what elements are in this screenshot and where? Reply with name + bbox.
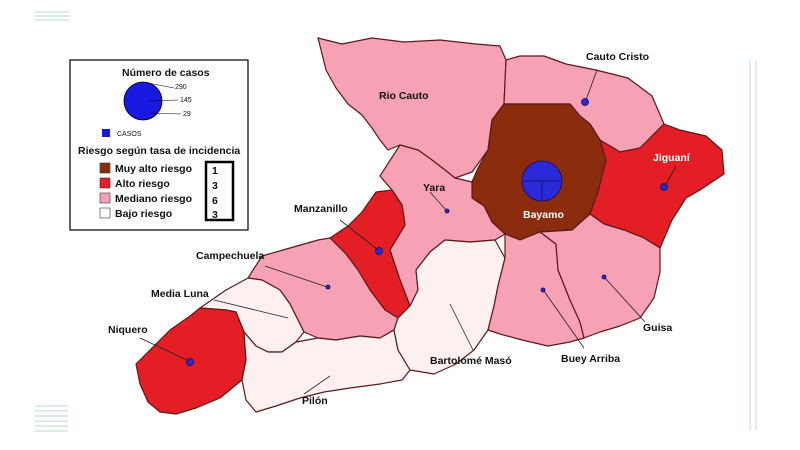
case-circles: [186, 98, 668, 366]
municipality-labels: Rio Cauto Cauto Cristo Jiguaní Bayamo Ya…: [108, 51, 691, 407]
legend: Número de casos 290 145 29 CASOS Riesgo …: [69, 59, 249, 231]
legend-class-count-2: 3: [212, 180, 218, 192]
label-bartolome-maso: Bartolomé Masó: [430, 355, 512, 367]
legend-class-label-3: Mediano riesgo: [115, 193, 192, 205]
label-manzanillo: Manzanillo: [294, 203, 348, 215]
legend-swatch-bajo: [99, 207, 111, 219]
label-pilon: Pilón: [302, 395, 328, 407]
municipality-guisa[interactable]: [539, 213, 661, 339]
label-niquero: Niquero: [108, 324, 148, 336]
jiguani-cases-dot[interactable]: [660, 183, 668, 191]
leader-lines: [139, 69, 677, 395]
legend-size-title: Número de casos: [122, 67, 210, 79]
legend-class-count-3: 6: [212, 195, 218, 207]
legend-class-count-4: 3: [212, 209, 218, 221]
label-guisa: Guisa: [643, 322, 672, 334]
legend-count-box: [204, 160, 235, 222]
legend-size-tick-2: 145: [180, 97, 192, 104]
label-yara: Yara: [423, 182, 445, 194]
legend-swatch-muy-alto: [99, 162, 111, 174]
legend-size-tick-3: 29: [183, 111, 191, 118]
legend-class-label-4: Bajo riesgo: [115, 208, 172, 220]
decorative-lines: [35, 11, 757, 432]
legend-swatch-alto: [99, 177, 111, 189]
label-buey-arriba: Buey Arriba: [561, 353, 620, 365]
legend-cases-symbol: [102, 129, 110, 137]
label-campechuela: Campechuela: [196, 250, 264, 262]
legend-risk-title: Riesgo según tasa de incidencia: [78, 145, 240, 157]
legend-swatch-mediano: [99, 192, 111, 204]
legend-class-count-1: 1: [212, 165, 218, 177]
legend-class-label-2: Alto riesgo: [115, 178, 170, 190]
label-rio-cauto: Rio Cauto: [379, 90, 429, 102]
legend-class-label-1: Muy alto riesgo: [115, 163, 192, 175]
label-cauto-cristo: Cauto Cristo: [586, 51, 649, 63]
legend-size-tick-1: 290: [175, 84, 187, 91]
label-media-luna: Media Luna: [151, 288, 209, 300]
cauto-cristo-cases-dot[interactable]: [581, 98, 589, 106]
label-bayamo: Bayamo: [523, 209, 564, 221]
label-jiguani: Jiguaní: [653, 152, 691, 164]
legend-cases-label: CASOS: [117, 131, 142, 138]
niquero-cases-dot[interactable]: [186, 358, 194, 366]
